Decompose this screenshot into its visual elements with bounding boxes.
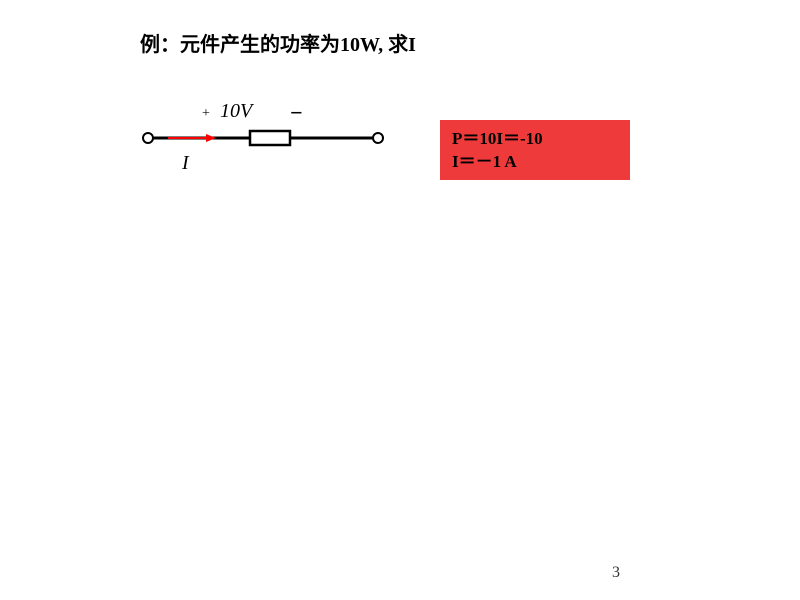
voltage-label: 10V bbox=[220, 100, 252, 123]
circuit-svg bbox=[140, 100, 400, 190]
answer-line-2: I＝－1 A bbox=[452, 151, 618, 174]
circuit-diagram: + 10V − I bbox=[140, 100, 400, 190]
page-number: 3 bbox=[612, 564, 620, 582]
answer-box: P＝10I＝-10 I＝－1 A bbox=[440, 120, 630, 180]
voltage-plus-sign: + bbox=[202, 106, 210, 122]
resistor bbox=[250, 131, 290, 145]
example-title: 例：元件产生的功率为10W, 求I bbox=[140, 28, 416, 57]
current-label: I bbox=[182, 152, 189, 175]
left-terminal bbox=[143, 133, 153, 143]
right-terminal bbox=[373, 133, 383, 143]
answer-line-1: P＝10I＝-10 bbox=[452, 128, 618, 151]
current-arrow-head bbox=[206, 134, 216, 142]
voltage-minus-sign: − bbox=[290, 100, 303, 126]
